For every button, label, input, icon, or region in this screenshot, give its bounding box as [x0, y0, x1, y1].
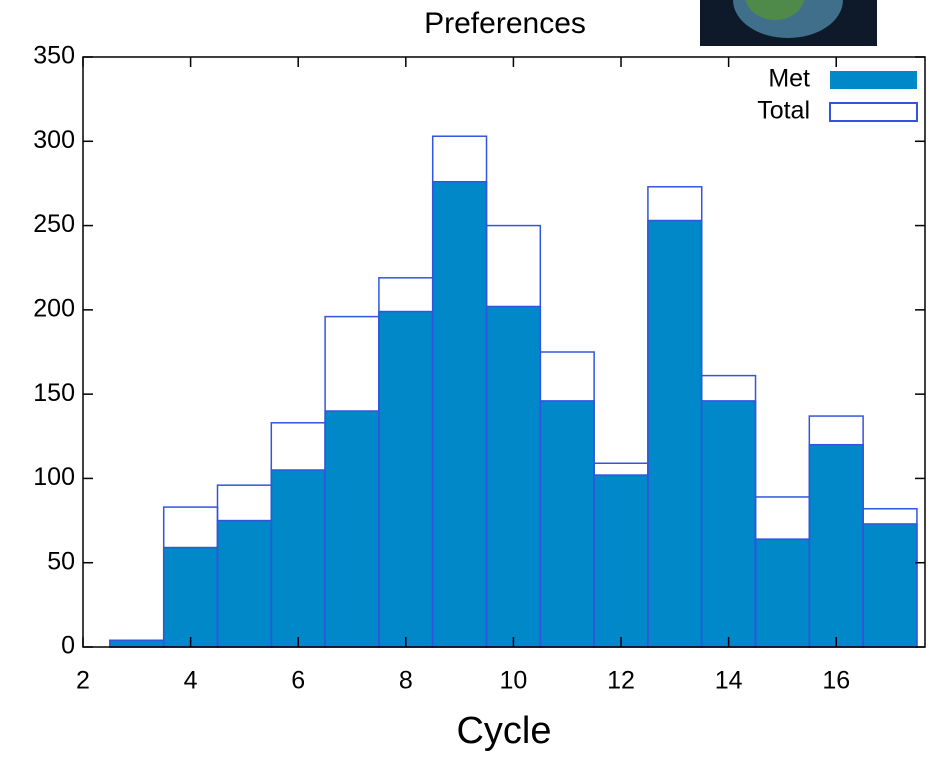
bar [808, 443, 864, 648]
legend-swatch [830, 71, 917, 89]
bar [162, 546, 219, 648]
bar [109, 639, 165, 648]
y-tick-label: 50 [47, 547, 75, 575]
x-tick-label: 10 [500, 667, 528, 695]
bar [431, 180, 488, 648]
plot-frame [82, 56, 926, 648]
y-tick-label: 150 [33, 379, 75, 407]
x-axis-label: Cycle [456, 710, 551, 752]
x-tick-label: 14 [715, 667, 743, 695]
bar [647, 219, 703, 648]
bar [270, 469, 326, 648]
bar [216, 519, 273, 648]
y-tick-label: 250 [33, 210, 75, 238]
x-tick-label: 6 [291, 667, 305, 695]
x-tick-label: 12 [607, 667, 635, 695]
y-tick-label: 0 [61, 632, 75, 660]
y-tick-label: 100 [33, 463, 75, 491]
bar [593, 474, 649, 648]
legend-label: Total [757, 97, 810, 125]
bar [485, 305, 542, 648]
x-tick-label: 8 [399, 667, 413, 695]
x-tick-label: 2 [76, 667, 90, 695]
y-tick-label: 350 [33, 42, 75, 70]
bar [539, 400, 595, 648]
bar [378, 310, 434, 648]
bar [862, 523, 918, 648]
x-tick-label: 16 [822, 667, 850, 695]
y-tick-label: 300 [33, 126, 75, 154]
bar [324, 410, 380, 648]
chart-title: Preferences [424, 7, 586, 40]
y-tick-label: 200 [33, 294, 75, 322]
x-tick-label: 4 [184, 667, 198, 695]
legend-swatch [829, 102, 918, 122]
bar [700, 400, 757, 648]
logo-image [700, 0, 877, 46]
legend-label: Met [768, 65, 810, 93]
bar [754, 538, 811, 648]
